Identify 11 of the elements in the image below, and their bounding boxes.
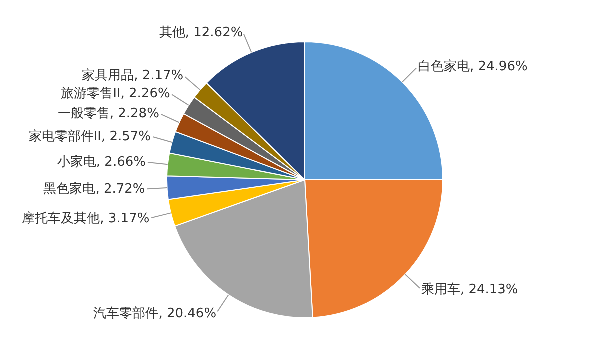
- slice-label: 汽车零部件, 20.46%: [94, 306, 217, 321]
- slice-label: 小家电, 2.66%: [57, 154, 146, 170]
- slice-label: 旅游零售II, 2.26%: [61, 86, 170, 102]
- slice-label: 黑色家电, 2.72%: [44, 180, 146, 197]
- slice-label: 白色家电, 24.96%: [418, 58, 528, 74]
- slice-label: 摩托车及其他, 3.17%: [22, 210, 150, 226]
- slice-label: 家具用品, 2.17%: [82, 67, 184, 84]
- slice-label: 其他, 12.62%: [159, 24, 244, 40]
- slice-label: 一般零售, 2.28%: [58, 106, 160, 122]
- slice-label: 乘用车, 24.13%: [421, 282, 518, 298]
- slice-label: 家电零部件II, 2.57%: [28, 128, 152, 144]
